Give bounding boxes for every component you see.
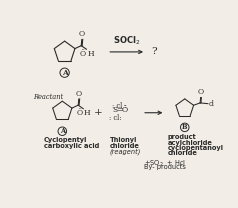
Text: +: + <box>94 108 102 117</box>
Text: Reactant: Reactant <box>33 93 63 101</box>
Text: A: A <box>60 127 65 135</box>
Text: chloride: chloride <box>109 143 139 149</box>
Text: By- products: By- products <box>144 164 186 170</box>
Text: Cyclopentyl: Cyclopentyl <box>44 137 87 143</box>
Text: B: B <box>182 123 188 131</box>
Text: O: O <box>76 90 82 98</box>
Text: product: product <box>168 134 196 140</box>
Text: acylchloride: acylchloride <box>168 140 213 146</box>
Text: : cl:: : cl: <box>109 114 121 122</box>
Text: cyclopentanoyl: cyclopentanoyl <box>168 145 224 151</box>
Text: (reagent): (reagent) <box>109 148 141 155</box>
Text: H: H <box>84 109 91 118</box>
Text: +SO$_2$  + Hcl: +SO$_2$ + Hcl <box>144 159 186 169</box>
Text: Ö: Ö <box>76 109 83 118</box>
Text: O: O <box>79 30 85 38</box>
Text: O: O <box>198 88 204 96</box>
Text: cl: cl <box>208 100 214 108</box>
Text: A: A <box>62 69 68 77</box>
Text: : cl :: : cl : <box>112 102 126 110</box>
Text: SOCl$_2$: SOCl$_2$ <box>113 35 140 47</box>
Text: chloride: chloride <box>168 150 198 156</box>
Text: carboxylic acid: carboxylic acid <box>44 143 99 149</box>
Text: Ö: Ö <box>79 50 86 58</box>
Text: Thionyl: Thionyl <box>109 137 137 143</box>
Text: H: H <box>87 50 94 58</box>
Text: Ö: Ö <box>121 106 127 114</box>
Text: S=: S= <box>113 106 124 114</box>
Text: ?: ? <box>151 47 157 56</box>
